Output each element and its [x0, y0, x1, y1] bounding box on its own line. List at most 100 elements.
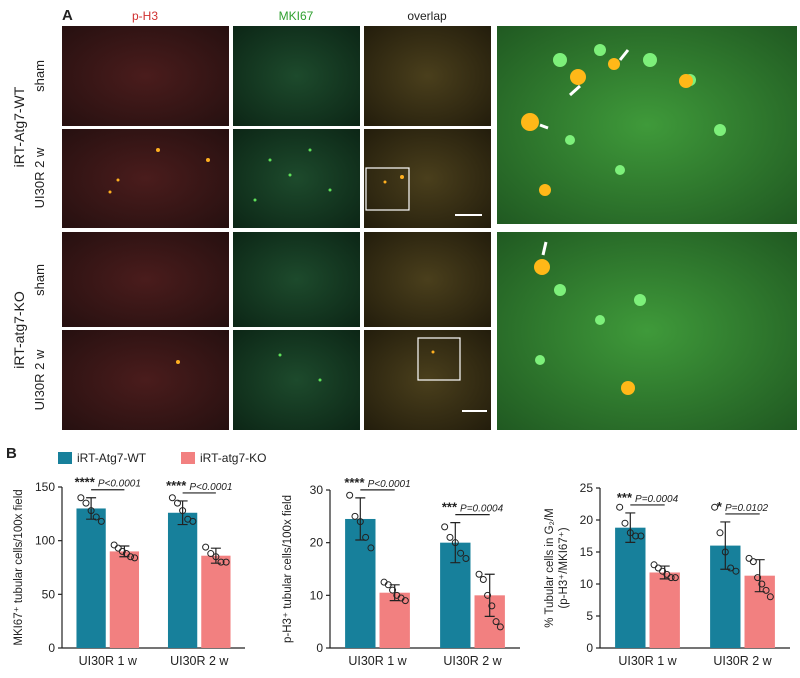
row-label: sham — [32, 264, 47, 296]
x-tick-label: UI30R 1 w — [348, 654, 407, 668]
data-point — [716, 529, 724, 537]
data-point — [114, 544, 122, 552]
data-point — [127, 553, 135, 561]
data-point — [131, 554, 139, 562]
data-point — [616, 503, 624, 511]
significance-stars: **** — [344, 475, 365, 490]
p-value: P=0.0004 — [635, 494, 679, 505]
legend-swatch — [181, 452, 195, 464]
panel-label: A — [62, 7, 73, 24]
data-point — [446, 533, 454, 541]
y-tick-label: 15 — [580, 545, 594, 559]
data-point — [207, 550, 215, 558]
x-tick-label: UI30R 2 w — [170, 654, 229, 668]
significance-label: **** P<0.0001 — [75, 475, 141, 490]
data-point — [356, 518, 364, 526]
x-tick-label: UI30R 1 w — [618, 654, 677, 668]
error-bar — [720, 521, 731, 570]
y-tick-label: 150 — [35, 480, 55, 494]
y-tick-label: 5 — [586, 609, 593, 623]
legend-label: iRT-Atg7-WT — [77, 451, 147, 465]
data-point — [488, 602, 496, 610]
data-point — [621, 519, 629, 527]
row-label: UI30R 2 w — [32, 147, 47, 208]
y-tick-label: 100 — [35, 534, 55, 548]
significance-stars: *** — [442, 500, 458, 515]
significance-stars: **** — [75, 475, 96, 490]
row-label: UI30R 2 w — [32, 349, 47, 410]
y-axis-label: % Tubular cells in G₂/M — [544, 508, 556, 628]
significance-label: **** P<0.0001 — [344, 475, 410, 490]
data-point — [179, 507, 187, 515]
data-point — [749, 558, 757, 566]
y-axis-label: p-H3⁺ tubular cells/100x field — [282, 495, 294, 643]
y-tick-label: 10 — [310, 588, 324, 602]
data-point — [362, 533, 370, 541]
group-label: iRT-Atg7-WT — [11, 86, 27, 167]
data-point — [367, 544, 375, 552]
data-point — [457, 549, 465, 557]
data-point — [110, 541, 118, 549]
y-axis-label: MKI67⁺ tubular cells/100x field — [13, 489, 25, 645]
error-bar — [484, 573, 495, 617]
data-point — [721, 548, 729, 556]
data-point — [97, 517, 105, 525]
data-point — [212, 553, 220, 561]
column-label: p-H3 — [132, 9, 158, 23]
column-label: MKI67 — [279, 9, 314, 23]
significance-stars: **** — [166, 478, 187, 493]
data-point — [758, 580, 766, 588]
data-point — [492, 618, 500, 626]
group-label: iRT-atg7-KO — [11, 291, 27, 369]
data-point — [637, 532, 645, 540]
data-point — [475, 570, 483, 578]
y-tick-label: 0 — [48, 641, 55, 655]
significance-stars: *** — [617, 490, 633, 505]
data-point — [384, 581, 392, 589]
data-point — [727, 564, 735, 572]
data-point — [189, 517, 197, 525]
p-value: P<0.0001 — [189, 482, 232, 493]
data-point — [745, 554, 753, 562]
legend-label: iRT-atg7-KO — [200, 451, 266, 465]
bar — [167, 512, 198, 648]
x-tick-label: UI30R 1 w — [79, 654, 138, 668]
data-point — [351, 512, 359, 520]
data-point — [654, 564, 662, 572]
data-point — [732, 567, 740, 575]
data-point — [484, 591, 492, 599]
error-bar — [625, 512, 636, 543]
data-point — [346, 491, 354, 499]
p-value: P=0.0004 — [460, 504, 504, 515]
p-value: P<0.0001 — [98, 479, 141, 490]
data-point — [173, 499, 181, 507]
bar — [379, 592, 410, 648]
significance-label: * P=0.0102 — [717, 499, 769, 514]
significance-stars: * — [717, 499, 723, 514]
y-tick-label: 20 — [310, 536, 324, 550]
data-point — [754, 574, 762, 582]
data-point — [671, 574, 679, 582]
panel-label: B — [6, 445, 17, 462]
data-point — [401, 597, 409, 605]
bar — [201, 555, 231, 648]
bar — [109, 551, 140, 648]
data-point — [650, 561, 658, 569]
data-point — [77, 494, 85, 502]
data-point — [217, 558, 225, 566]
data-point — [667, 574, 675, 582]
data-point — [82, 499, 90, 507]
y-tick-label: 10 — [580, 577, 594, 591]
significance-label: *** P=0.0004 — [442, 500, 504, 515]
data-point — [92, 513, 100, 521]
legend-swatch — [58, 452, 72, 464]
error-bar — [210, 547, 221, 564]
column-label: overlap — [407, 9, 447, 23]
data-point — [118, 547, 126, 555]
data-point — [451, 539, 459, 547]
p-value: P=0.0102 — [725, 503, 769, 514]
p-value: P<0.0001 — [368, 479, 411, 490]
data-point — [168, 494, 176, 502]
data-point — [766, 593, 774, 601]
